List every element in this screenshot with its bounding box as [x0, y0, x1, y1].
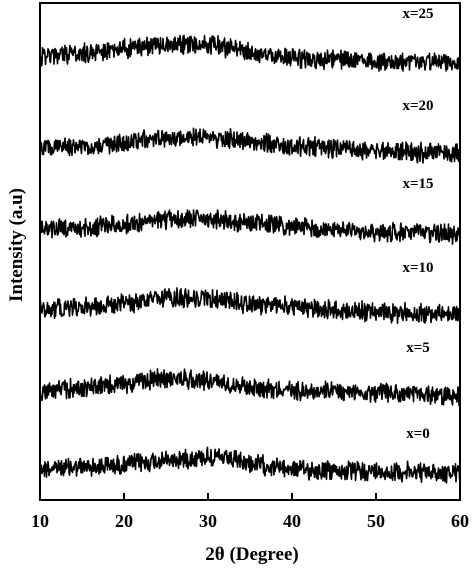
x-tick-label: 10: [31, 511, 49, 531]
series-line-x-5: [39, 368, 461, 407]
series-line-x-15: [39, 209, 461, 245]
series-line-x-10: [39, 287, 461, 324]
series-line-x-20: [39, 127, 461, 164]
series-labels: x=0 x=5 x=10 x=15 x=20 x=25: [402, 6, 433, 442]
x-tick-label: 30: [199, 511, 217, 531]
series-label: x=20: [402, 98, 433, 114]
series-label: x=0: [406, 426, 430, 442]
y-axis-title: Intensity (a.u): [6, 188, 27, 302]
series-line-x-25: [39, 34, 461, 72]
x-tick-label: 60: [451, 511, 469, 531]
series-label: x=5: [406, 340, 430, 356]
x-tick-label: 20: [115, 511, 133, 531]
x-axis-ticks: 10 20 30 40 50 60: [31, 493, 469, 531]
plot-frame: [39, 2, 461, 501]
series-line-x-0: [39, 446, 461, 484]
series-label: x=10: [402, 260, 433, 276]
series-layer: [39, 34, 461, 484]
series-label: x=25: [402, 6, 433, 22]
x-tick-label: 40: [283, 511, 301, 531]
x-tick-label: 50: [367, 511, 385, 531]
series-label: x=15: [402, 176, 433, 192]
x-axis-title: 2θ (Degree): [205, 544, 298, 565]
